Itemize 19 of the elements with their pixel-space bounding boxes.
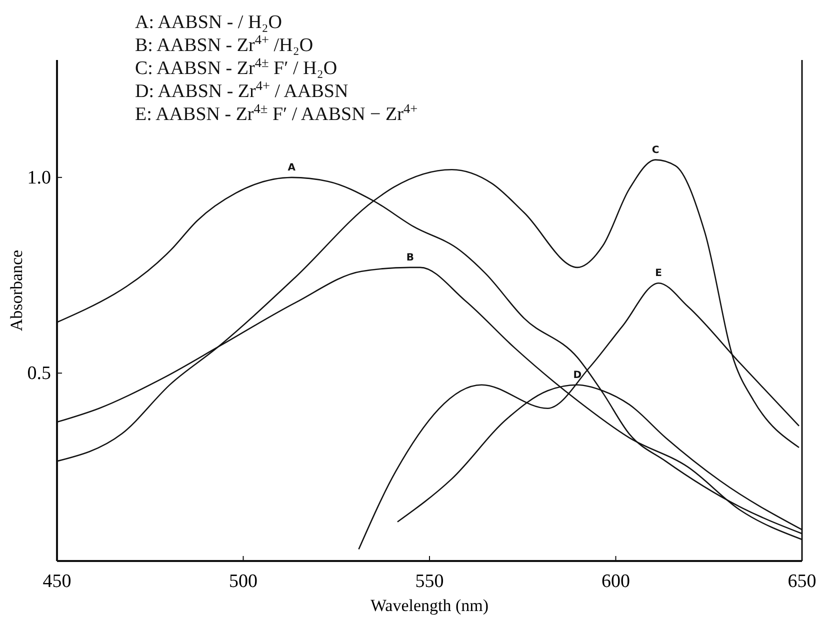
x-axis-title: Wavelength (nm) bbox=[370, 596, 489, 615]
x-tick-label: 500 bbox=[229, 571, 258, 592]
x-tick-label: 550 bbox=[415, 571, 444, 592]
y-tick-label: 0.5 bbox=[27, 363, 51, 384]
series-label: C bbox=[652, 144, 660, 156]
text: A: AABSN - / H₂O bbox=[135, 12, 282, 33]
annotation: C: AABSN - Zr$^{4±}$ F′ / H₂O bbox=[135, 54, 338, 79]
series-label: D bbox=[573, 370, 582, 381]
series-label: A bbox=[288, 162, 296, 174]
series-label: B bbox=[406, 252, 414, 264]
text: B: AABSN - Zr$^{4+}$ /H₂O bbox=[135, 32, 314, 56]
y-tick-label: 1.0 bbox=[27, 167, 51, 188]
series-label: E bbox=[655, 268, 662, 280]
annotation: E: AABSN - Zr$^{4±}$ F′ / AABSN − Zr$^{4+}$ bbox=[135, 100, 418, 125]
x-tick-label: 450 bbox=[42, 571, 72, 592]
x-tick-label: 600 bbox=[602, 571, 630, 592]
y-axis-title: Absorbance bbox=[7, 250, 26, 332]
annotation: D: AABSN - Zr$^{4+}$ / AABSN bbox=[135, 78, 348, 102]
x-tick-label: 650 bbox=[788, 571, 816, 592]
